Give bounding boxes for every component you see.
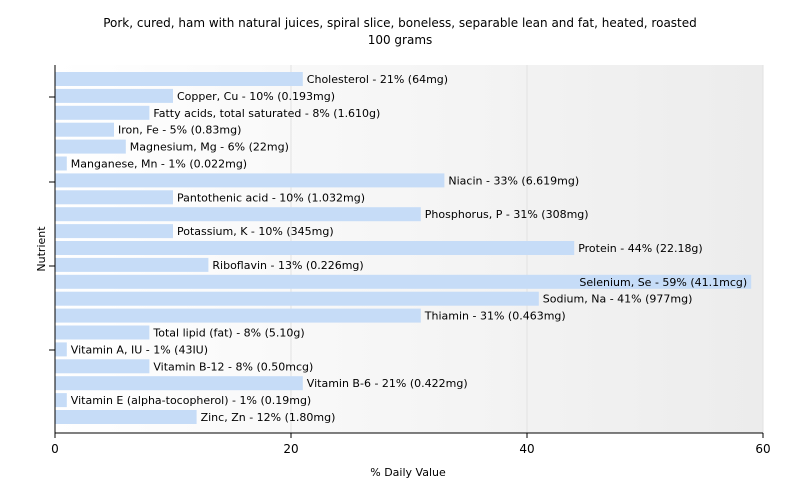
bar-label: Iron, Fe - 5% (0.83mg) (118, 124, 241, 137)
bar (55, 393, 67, 408)
bar-label: Copper, Cu - 10% (0.193mg) (177, 90, 335, 103)
bar (55, 88, 173, 103)
bar (55, 173, 445, 188)
x-tick-label: 0 (51, 442, 59, 456)
bar-label: Zinc, Zn - 12% (1.80mg) (201, 411, 336, 424)
bar-label: Vitamin E (alpha-tocopherol) - 1% (0.19m… (71, 394, 311, 407)
bar (55, 410, 197, 424)
bar-label: Phosphorus, P - 31% (308mg) (425, 208, 589, 221)
axes (49, 65, 763, 434)
bar-label: Selenium, Se - 59% (41.1mcg) (579, 276, 747, 289)
bar-label: Fatty acids, total saturated - 8% (1.610… (153, 107, 380, 120)
bar (55, 105, 150, 120)
bar-label: Potassium, K - 10% (345mg) (177, 225, 334, 238)
bar (55, 139, 126, 154)
bar (55, 291, 539, 306)
bar-label: Riboflavin - 13% (0.226mg) (212, 259, 363, 272)
bar (55, 274, 752, 289)
bars (55, 72, 752, 424)
bar-label: Thiamin - 31% (0.463mg) (424, 310, 566, 323)
bar (55, 190, 173, 205)
bar-label: Total lipid (fat) - 8% (5.10g) (152, 327, 304, 340)
bar (55, 342, 67, 357)
chart-title: Pork, cured, ham with natural juices, sp… (103, 16, 697, 30)
bar (55, 359, 150, 374)
bar (55, 376, 303, 391)
chart-subtitle: 100 grams (368, 33, 433, 47)
bar-label: Protein - 44% (22.18g) (578, 242, 703, 255)
bar (55, 156, 67, 171)
bar-label: Niacin - 33% (6.619mg) (448, 174, 579, 187)
bar-label: Cholesterol - 21% (64mg) (307, 73, 448, 86)
bar-label: Vitamin B-12 - 8% (0.50mcg) (153, 360, 313, 373)
x-tick-label: 20 (283, 442, 298, 456)
x-ticks: 0 20 40 60 (51, 433, 771, 456)
x-tick-label: 60 (755, 442, 770, 456)
bar (55, 308, 421, 323)
bar-label: Pantothenic acid - 10% (1.032mg) (177, 191, 365, 204)
bar (55, 224, 173, 239)
bar-labels: Cholesterol - 21% (64mg) Copper, Cu - 10%… (71, 73, 747, 424)
bar (55, 72, 303, 86)
bar-label: Sodium, Na - 41% (977mg) (543, 293, 693, 306)
bar-label: Vitamin B-6 - 21% (0.422mg) (307, 377, 468, 390)
bar (55, 122, 114, 137)
x-axis-title: % Daily Value (370, 466, 446, 479)
bar-label: Magnesium, Mg - 6% (22mg) (130, 141, 289, 154)
bar (55, 241, 575, 255)
y-axis-title: Nutrient (35, 226, 48, 272)
x-tick-label: 40 (519, 442, 534, 456)
bar-label: Manganese, Mn - 1% (0.022mg) (71, 158, 247, 171)
bar (55, 325, 150, 340)
bar-label: Vitamin A, IU - 1% (43IU) (71, 343, 208, 356)
bar (55, 257, 209, 272)
bar (55, 207, 421, 222)
